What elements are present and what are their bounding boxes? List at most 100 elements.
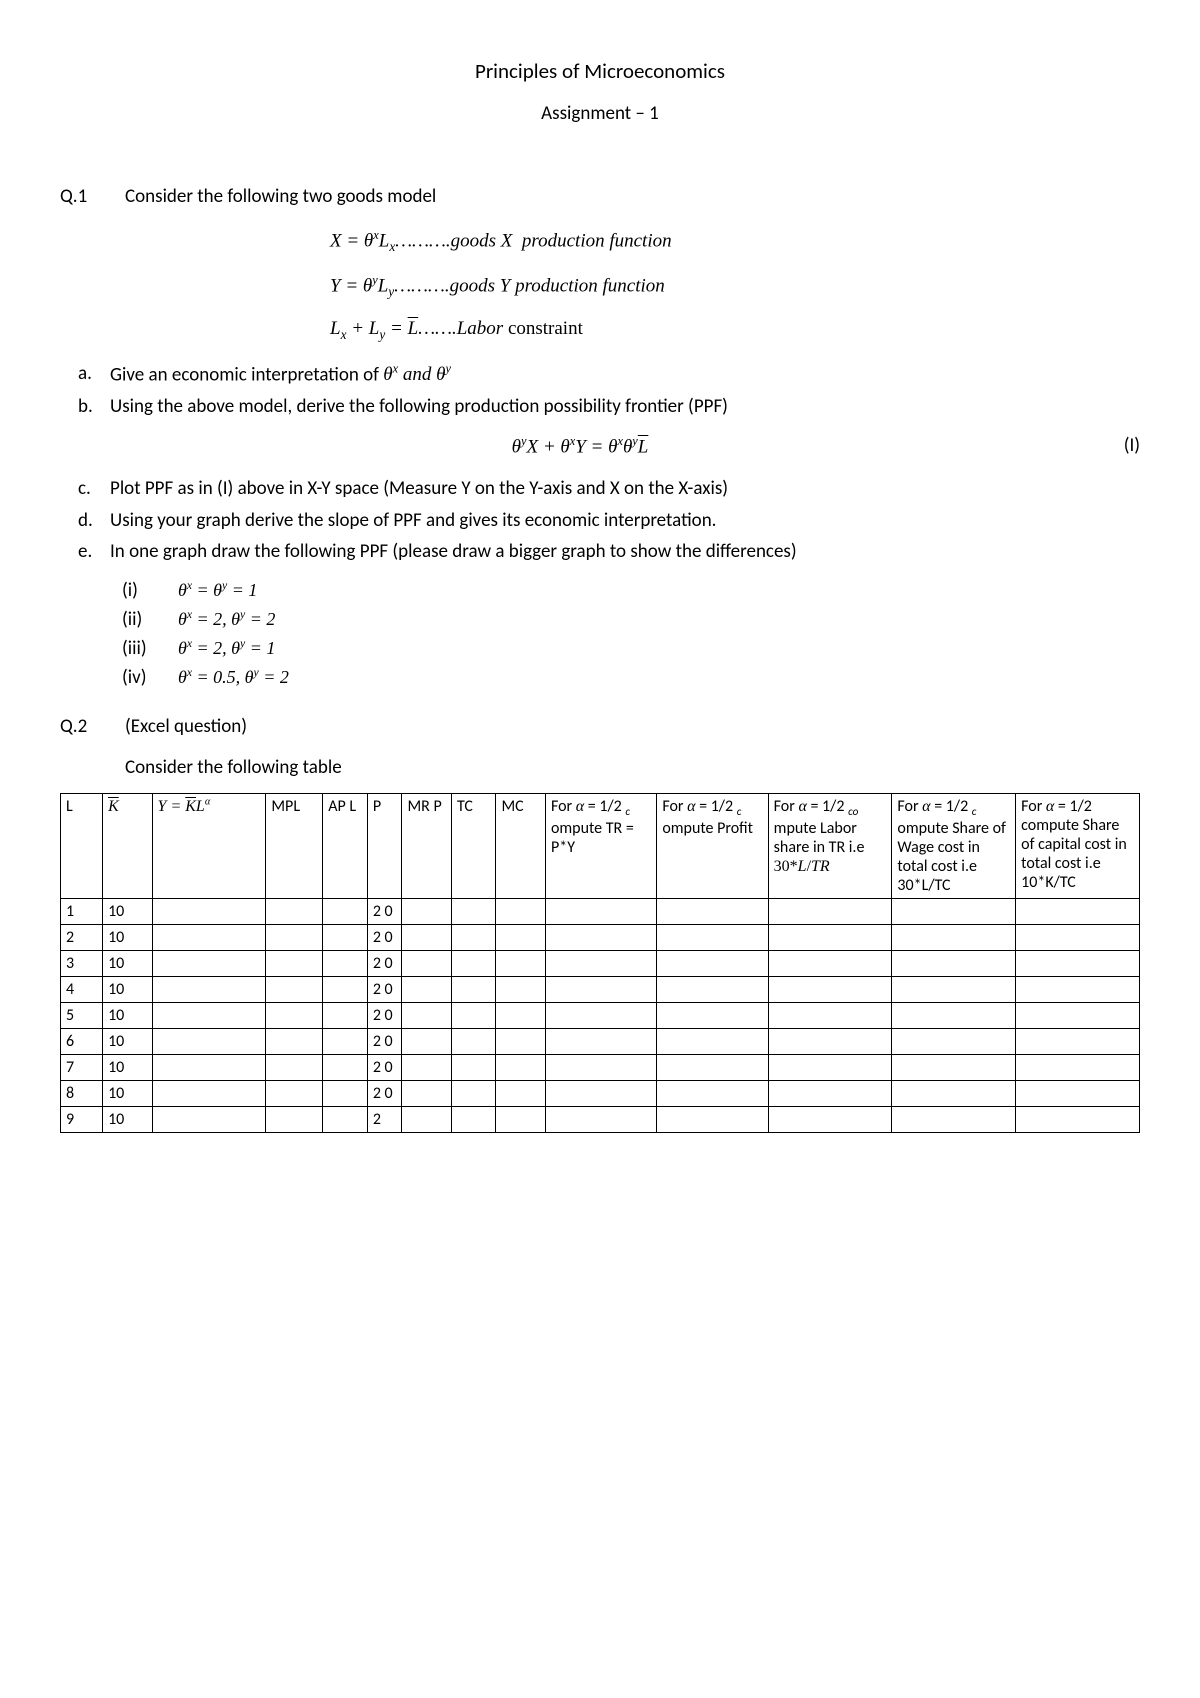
table-cell	[768, 951, 892, 977]
table-cell: 6	[61, 1029, 103, 1055]
table-cell	[892, 899, 1016, 925]
table-cell	[451, 1029, 496, 1055]
table-cell	[1016, 925, 1140, 951]
th-Y: Y = KLα	[152, 793, 266, 898]
table-cell	[451, 1055, 496, 1081]
table-cell	[892, 1003, 1016, 1029]
table-cell: 2 0	[367, 977, 402, 1003]
q1-eq-labor: Lx + Ly = L…….Labor constraint	[330, 318, 1140, 343]
table-cell	[657, 899, 768, 925]
table-cell	[323, 1107, 368, 1133]
table-cell	[657, 1055, 768, 1081]
table-cell	[402, 1081, 451, 1107]
table-cell	[1016, 1081, 1140, 1107]
table-cell	[402, 1003, 451, 1029]
q1-ppf-tag: (I)	[1100, 434, 1140, 457]
table-cell	[152, 951, 266, 977]
table-row: 8102 0	[61, 1081, 1140, 1107]
table-cell	[451, 977, 496, 1003]
sublist-eq: θx = 0.5, θy = 2	[178, 666, 289, 688]
table-cell	[266, 925, 323, 951]
table-cell: 10	[103, 1003, 152, 1029]
sublist-eq: θx = 2, θy = 2	[178, 608, 275, 630]
table-cell	[657, 925, 768, 951]
q1-part-a: a. Give an economic interpretation of θx…	[78, 361, 1140, 388]
table-cell	[323, 1055, 368, 1081]
table-cell	[657, 1003, 768, 1029]
table-cell	[451, 925, 496, 951]
list-letter: e.	[78, 539, 110, 565]
table-cell	[402, 977, 451, 1003]
sublist-num: (iii)	[122, 637, 178, 660]
table-cell	[1016, 1003, 1140, 1029]
th-MC: MC	[496, 793, 545, 898]
list-letter: c.	[78, 476, 110, 502]
table-cell: 10	[103, 1081, 152, 1107]
table-cell	[266, 977, 323, 1003]
table-cell: 9	[61, 1107, 103, 1133]
table-cell	[323, 1029, 368, 1055]
table-row: 4102 0	[61, 977, 1140, 1003]
table-cell: 2 0	[367, 1003, 402, 1029]
table-cell	[768, 977, 892, 1003]
table-cell	[657, 1029, 768, 1055]
table-cell	[892, 1055, 1016, 1081]
table-cell	[1016, 1107, 1140, 1133]
table-cell	[451, 899, 496, 925]
th-F4: For α = 1/2 c ompute Share of Wage cost …	[892, 793, 1016, 898]
q1-sublist: (i) θx = θy = 1 (ii) θx = 2, θy = 2 (iii…	[122, 579, 1140, 689]
table-cell	[768, 1029, 892, 1055]
table-cell: 2 0	[367, 899, 402, 925]
list-text: In one graph draw the following PPF (ple…	[110, 539, 1140, 565]
table-cell	[1016, 1029, 1140, 1055]
th-L: L	[61, 793, 103, 898]
table-cell	[152, 925, 266, 951]
q1-parts-ab: a. Give an economic interpretation of θx…	[78, 361, 1140, 420]
table-row: 6102 0	[61, 1029, 1140, 1055]
table-cell	[545, 977, 656, 1003]
list-letter: b.	[78, 394, 110, 420]
table-cell	[1016, 951, 1140, 977]
table-cell: 10	[103, 977, 152, 1003]
table-cell	[496, 1081, 545, 1107]
table-cell	[892, 1029, 1016, 1055]
table-cell: 10	[103, 925, 152, 951]
q1-sub-ii: (ii) θx = 2, θy = 2	[122, 608, 1140, 631]
table-cell	[451, 1003, 496, 1029]
list-text: Plot PPF as in (I) above in X-Y space (M…	[110, 476, 1140, 502]
sublist-num: (iv)	[122, 666, 178, 689]
table-cell	[545, 1055, 656, 1081]
th-APL: AP L	[323, 793, 368, 898]
q2-subprompt: Consider the following table	[125, 756, 1140, 779]
table-cell: 2	[367, 1107, 402, 1133]
table-cell: 7	[61, 1055, 103, 1081]
table-cell	[496, 1029, 545, 1055]
table-cell: 2 0	[367, 1081, 402, 1107]
table-cell	[768, 1055, 892, 1081]
table-cell	[323, 925, 368, 951]
q1-sub-iii: (iii) θx = 2, θy = 1	[122, 637, 1140, 660]
table-row: 7102 0	[61, 1055, 1140, 1081]
table-cell	[152, 899, 266, 925]
table-cell	[451, 1081, 496, 1107]
q2-label: Q.2	[60, 715, 125, 779]
q2-prompt: (Excel question)	[125, 715, 1140, 738]
list-text: Using the above model, derive the follow…	[110, 394, 1140, 420]
table-cell: 2 0	[367, 1055, 402, 1081]
table-cell	[768, 925, 892, 951]
table-cell	[1016, 977, 1140, 1003]
q1-ppf-equation: θyX + θxY = θxθyL	[60, 434, 1100, 458]
th-P: P	[367, 793, 402, 898]
table-cell	[496, 925, 545, 951]
table-cell	[152, 1081, 266, 1107]
q1-parts-cde: c. Plot PPF as in (I) above in X-Y space…	[78, 476, 1140, 565]
table-cell	[402, 1029, 451, 1055]
sublist-eq: θx = θy = 1	[178, 579, 257, 601]
table-cell	[496, 951, 545, 977]
table-cell	[323, 1081, 368, 1107]
table-cell	[545, 899, 656, 925]
table-cell	[496, 899, 545, 925]
q1-part-d: d. Using your graph derive the slope of …	[78, 508, 1140, 534]
table-cell: 10	[103, 951, 152, 977]
table-cell: 10	[103, 1029, 152, 1055]
